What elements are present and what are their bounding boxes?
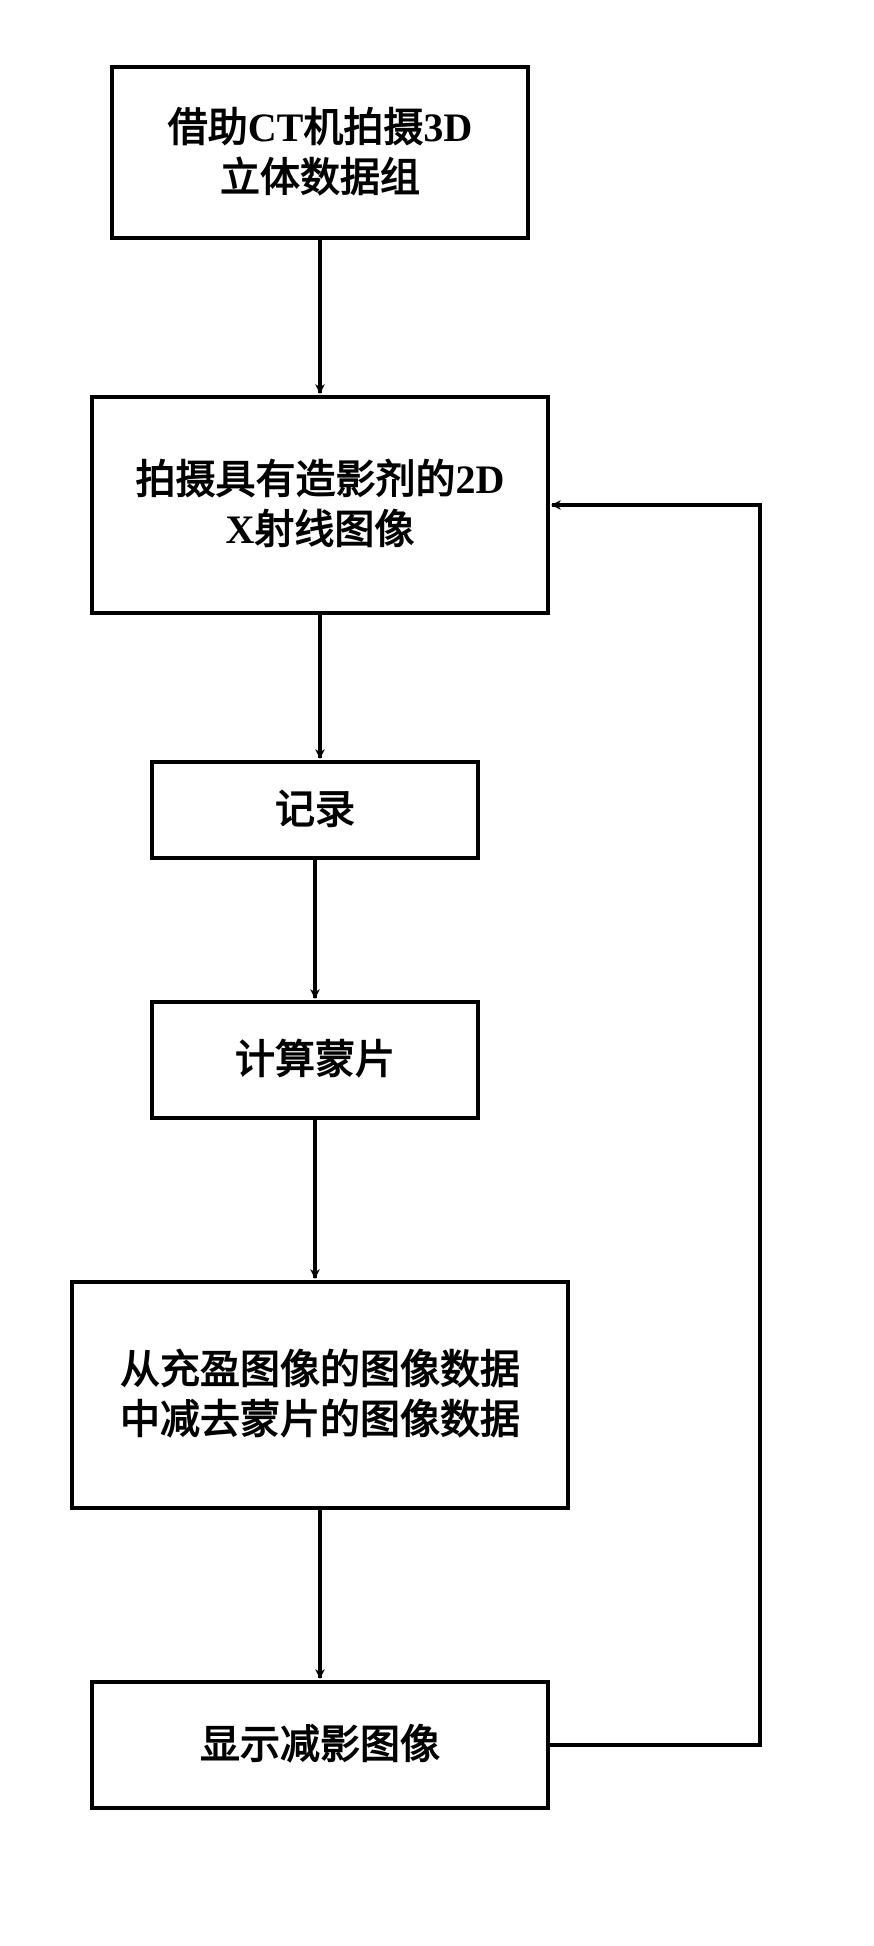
node-label: 记录 xyxy=(275,785,355,835)
flowchart-canvas: 借助CT机拍摄3D 立体数据组拍摄具有造影剂的2D X射线图像记录计算蒙片从充盈… xyxy=(0,0,874,1946)
node-label: 显示减影图像 xyxy=(200,1720,440,1770)
node-label: 借助CT机拍摄3D 立体数据组 xyxy=(168,103,472,203)
flowchart-node: 借助CT机拍摄3D 立体数据组 xyxy=(110,65,530,240)
flowchart-node: 显示减影图像 xyxy=(90,1680,550,1810)
node-label: 计算蒙片 xyxy=(235,1035,395,1085)
flowchart-node: 计算蒙片 xyxy=(150,1000,480,1120)
flowchart-node: 从充盈图像的图像数据 中减去蒙片的图像数据 xyxy=(70,1280,570,1510)
flowchart-node: 记录 xyxy=(150,760,480,860)
node-label: 拍摄具有造影剂的2D X射线图像 xyxy=(136,455,505,555)
edges-layer xyxy=(0,0,874,1946)
flowchart-node: 拍摄具有造影剂的2D X射线图像 xyxy=(90,395,550,615)
node-label: 从充盈图像的图像数据 中减去蒙片的图像数据 xyxy=(120,1345,520,1445)
